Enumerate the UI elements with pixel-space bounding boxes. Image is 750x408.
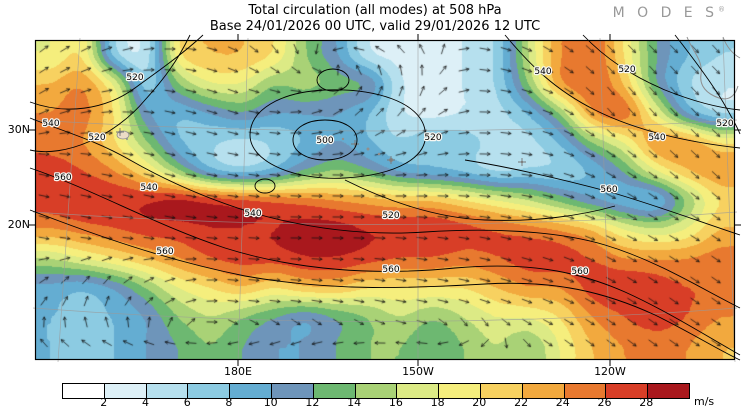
contour-label: 540 bbox=[42, 119, 59, 129]
contour-label: 520 bbox=[126, 73, 143, 83]
contour-labels: 520 540 520 560 540 560 540 500 520 520 560 560 540 5… bbox=[41, 64, 735, 279]
contour-label: 560 bbox=[382, 265, 399, 275]
colorbar-tick-label: 12 bbox=[305, 396, 320, 408]
colorbar-tick-label: 10 bbox=[263, 396, 278, 408]
colorbar-segment bbox=[63, 384, 104, 398]
colorbar-segment bbox=[103, 384, 146, 398]
colorbar-tick-label: 2 bbox=[100, 396, 108, 408]
height-contour bbox=[29, 209, 741, 361]
height-contour bbox=[29, 34, 204, 110]
island bbox=[377, 152, 381, 156]
lon-label-120w: 120W bbox=[594, 365, 626, 378]
contour-label: 540 bbox=[648, 133, 665, 143]
modes-logo: M O D E S® bbox=[613, 5, 726, 21]
colorbar-tick-label: 16 bbox=[388, 396, 403, 408]
colorbar-segment bbox=[479, 384, 522, 398]
axis-ticks bbox=[29, 34, 741, 366]
island bbox=[366, 147, 370, 151]
height-contour bbox=[674, 34, 741, 135]
contour-label: 520 bbox=[716, 119, 733, 129]
colorbar-segment bbox=[354, 384, 397, 398]
chart-subtitle: Base 24/01/2026 00 UTC, valid 29/01/2026… bbox=[209, 19, 541, 34]
colorbar-tick-label: 14 bbox=[347, 396, 362, 408]
contour-label: 560 bbox=[156, 247, 173, 257]
contour-label: 520 bbox=[382, 211, 399, 221]
height-contour bbox=[464, 159, 741, 236]
island bbox=[126, 138, 128, 140]
station-cross-marks bbox=[116, 128, 526, 166]
contour-label: 500 bbox=[316, 136, 333, 146]
lon-label-150w: 150W bbox=[402, 365, 434, 378]
map-panel: 520 540 520 560 540 560 540 500 520 520 560 560 540 5… bbox=[29, 34, 741, 366]
colorbar-unit: m/s bbox=[694, 395, 715, 408]
colorbar-segment bbox=[312, 384, 355, 398]
colorbar-segment bbox=[605, 384, 648, 398]
height-contour-closed-small bbox=[316, 68, 350, 92]
height-contour bbox=[582, 34, 741, 111]
colorbar-segment bbox=[396, 384, 439, 398]
contour-label: 560 bbox=[54, 173, 71, 183]
colorbar-tick-row: 2 4 6 8 10 12 14 16 18 20 22 24 26 28 bbox=[62, 396, 688, 408]
lat-label-20n: 20N bbox=[7, 218, 30, 231]
colorbar-tick-label: 18 bbox=[430, 396, 445, 408]
colorbar-segment bbox=[270, 384, 313, 398]
height-contour-closed-small bbox=[254, 178, 276, 194]
colorbar-segment bbox=[438, 384, 480, 398]
chart-title: Total circulation (all modes) at 508 hPa bbox=[248, 3, 502, 18]
colorbar-tick-label: 22 bbox=[514, 396, 529, 408]
contour-label: 560 bbox=[571, 267, 588, 277]
graticule bbox=[32, 37, 738, 363]
graticule-lines bbox=[32, 37, 738, 363]
map-frame bbox=[34, 39, 736, 361]
colorbar-segment bbox=[647, 384, 689, 398]
contour-label: 520 bbox=[618, 65, 635, 75]
colorbar-segment bbox=[563, 384, 606, 398]
contour-label: 560 bbox=[600, 185, 617, 195]
modes-logo-mark: ® bbox=[718, 5, 726, 14]
colorbar-tick-label: 20 bbox=[472, 396, 487, 408]
colorbar-tick-label: 6 bbox=[183, 396, 191, 408]
height-contour bbox=[504, 34, 741, 149]
wind-speed-field-canvas bbox=[35, 40, 735, 360]
contour-label: 540 bbox=[140, 183, 157, 193]
contour-label: 540 bbox=[534, 67, 551, 77]
colorbar-segment bbox=[145, 384, 188, 398]
height-contour-closed-low bbox=[249, 89, 426, 179]
lon-label-180e: 180E bbox=[224, 365, 252, 378]
colorbar-segment bbox=[521, 384, 564, 398]
modes-logo-text: M O D E S bbox=[612, 5, 718, 21]
height-contour bbox=[29, 117, 741, 309]
colorbar-segment bbox=[229, 384, 271, 398]
colorbar bbox=[62, 383, 690, 399]
coastlines bbox=[116, 36, 741, 166]
height-contour bbox=[29, 34, 191, 153]
map-overlay: 520 540 520 560 540 560 540 500 520 520 560 560 540 5… bbox=[29, 34, 741, 366]
contour-label: 540 bbox=[244, 209, 261, 219]
colorbar-segment bbox=[187, 384, 230, 398]
colorbar-tick-label: 8 bbox=[225, 396, 233, 408]
height-contour-closed-low bbox=[292, 119, 358, 161]
height-contours bbox=[29, 34, 741, 361]
coastline bbox=[686, 36, 741, 100]
lat-label-30n: 30N bbox=[7, 123, 30, 136]
height-contour bbox=[29, 167, 741, 356]
colorbar-tick-label: 28 bbox=[639, 396, 654, 408]
colorbar-tick-label: 4 bbox=[142, 396, 149, 408]
island bbox=[341, 137, 345, 141]
contour-label: 520 bbox=[424, 133, 441, 143]
contour-label: 520 bbox=[88, 133, 105, 143]
colorbar-tick-label: 24 bbox=[555, 396, 570, 408]
colorbar-tick-label: 26 bbox=[597, 396, 612, 408]
height-contour bbox=[344, 179, 616, 221]
